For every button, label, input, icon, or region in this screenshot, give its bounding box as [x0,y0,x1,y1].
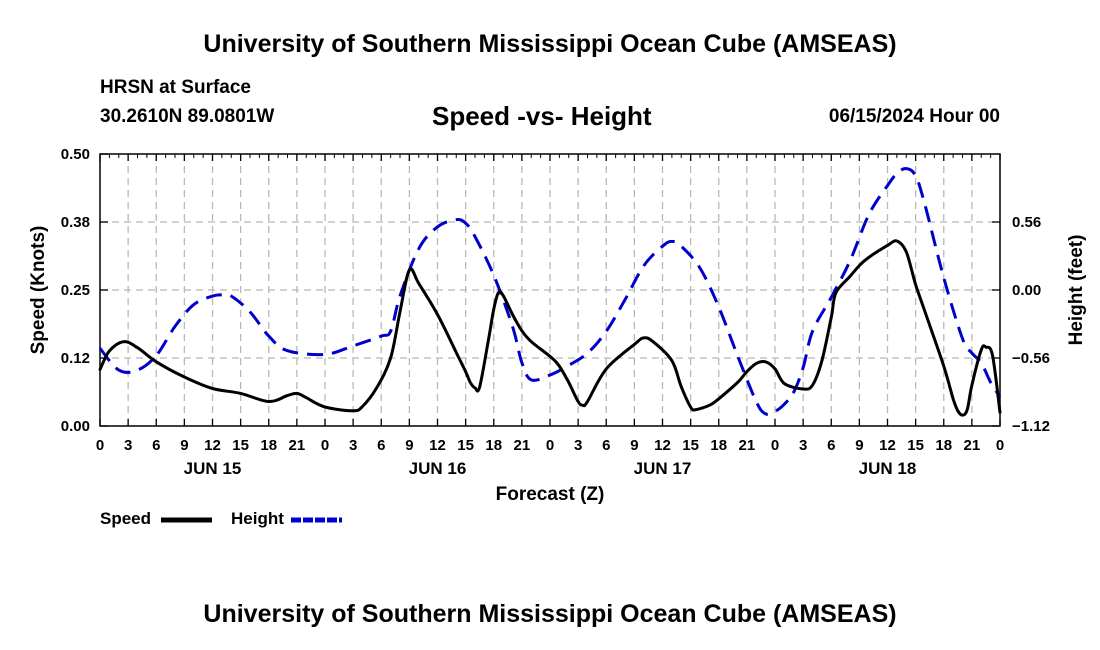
x-tick-label: 6 [377,437,385,454]
y2-tick-label: 0.00 [1012,282,1041,299]
x-tick-label: 21 [964,437,981,454]
x-axis-label: Forecast (Z) [496,484,605,505]
x-tick-label: 12 [204,437,221,454]
bottom-title: University of Southern Mississippi Ocean… [203,600,897,628]
y2-axis-label: Height (feet) [1066,235,1087,346]
day-label: JUN 15 [184,459,242,478]
x-tick-label: 3 [574,437,582,454]
x-tick-label: 21 [514,437,531,454]
x-tick-label: 18 [710,437,727,454]
y-tick-label: 0.12 [61,350,90,367]
x-tick-label: 9 [630,437,638,454]
y-axis-label: Speed (Knots) [28,226,49,355]
forecast-date: 06/15/2024 Hour 00 [828,106,1000,127]
x-tick-label: 6 [602,437,610,454]
x-tick-label: 15 [457,437,474,454]
day-label: JUN 17 [634,459,692,478]
x-tick-label: 0 [996,437,1004,454]
day-label: JUN 16 [409,459,467,478]
station-coordinates: 30.2610N 89.0801W [100,106,275,127]
x-tick-label: 12 [879,437,896,454]
y-tick-label: 0.25 [61,282,90,299]
x-tick-label: 21 [739,437,756,454]
x-tick-label: 0 [546,437,554,454]
station-label: HRSN at Surface [100,77,251,98]
x-tick-label: 18 [935,437,952,454]
x-tick-label: 6 [827,437,835,454]
y-tick-label: 0.50 [61,146,90,163]
y2-tick-label: −0.56 [1012,350,1050,367]
x-tick-label: 0 [321,437,329,454]
x-tick-label: 18 [485,437,502,454]
legend-speed-label: Speed [100,509,152,528]
legend-height-label: Height [231,509,284,528]
x-tick-label: 9 [405,437,413,454]
y2-tick-label: 0.56 [1012,214,1041,231]
x-tick-label: 6 [152,437,160,454]
x-tick-label: 18 [260,437,277,454]
x-tick-label: 15 [232,437,249,454]
x-tick-label: 3 [349,437,357,454]
chart-title: Speed -vs- Height [432,101,652,131]
x-tick-label: 0 [771,437,779,454]
x-tick-label: 15 [907,437,924,454]
x-tick-label: 3 [124,437,132,454]
top-title: University of Southern Mississippi Ocean… [203,30,897,58]
x-tick-label: 21 [289,437,306,454]
x-tick-label: 12 [654,437,671,454]
x-tick-label: 15 [682,437,699,454]
x-tick-label: 3 [799,437,807,454]
x-tick-label: 12 [429,437,446,454]
x-tick-label: 0 [96,437,104,454]
y-tick-label: 0.00 [61,418,90,435]
y-tick-label: 0.38 [61,214,90,231]
day-label: JUN 18 [859,459,917,478]
y2-tick-label: −1.12 [1012,418,1050,435]
x-tick-label: 9 [180,437,188,454]
x-tick-label: 9 [855,437,863,454]
series-line-speed [98,239,1002,417]
series-line-height [98,167,1002,416]
